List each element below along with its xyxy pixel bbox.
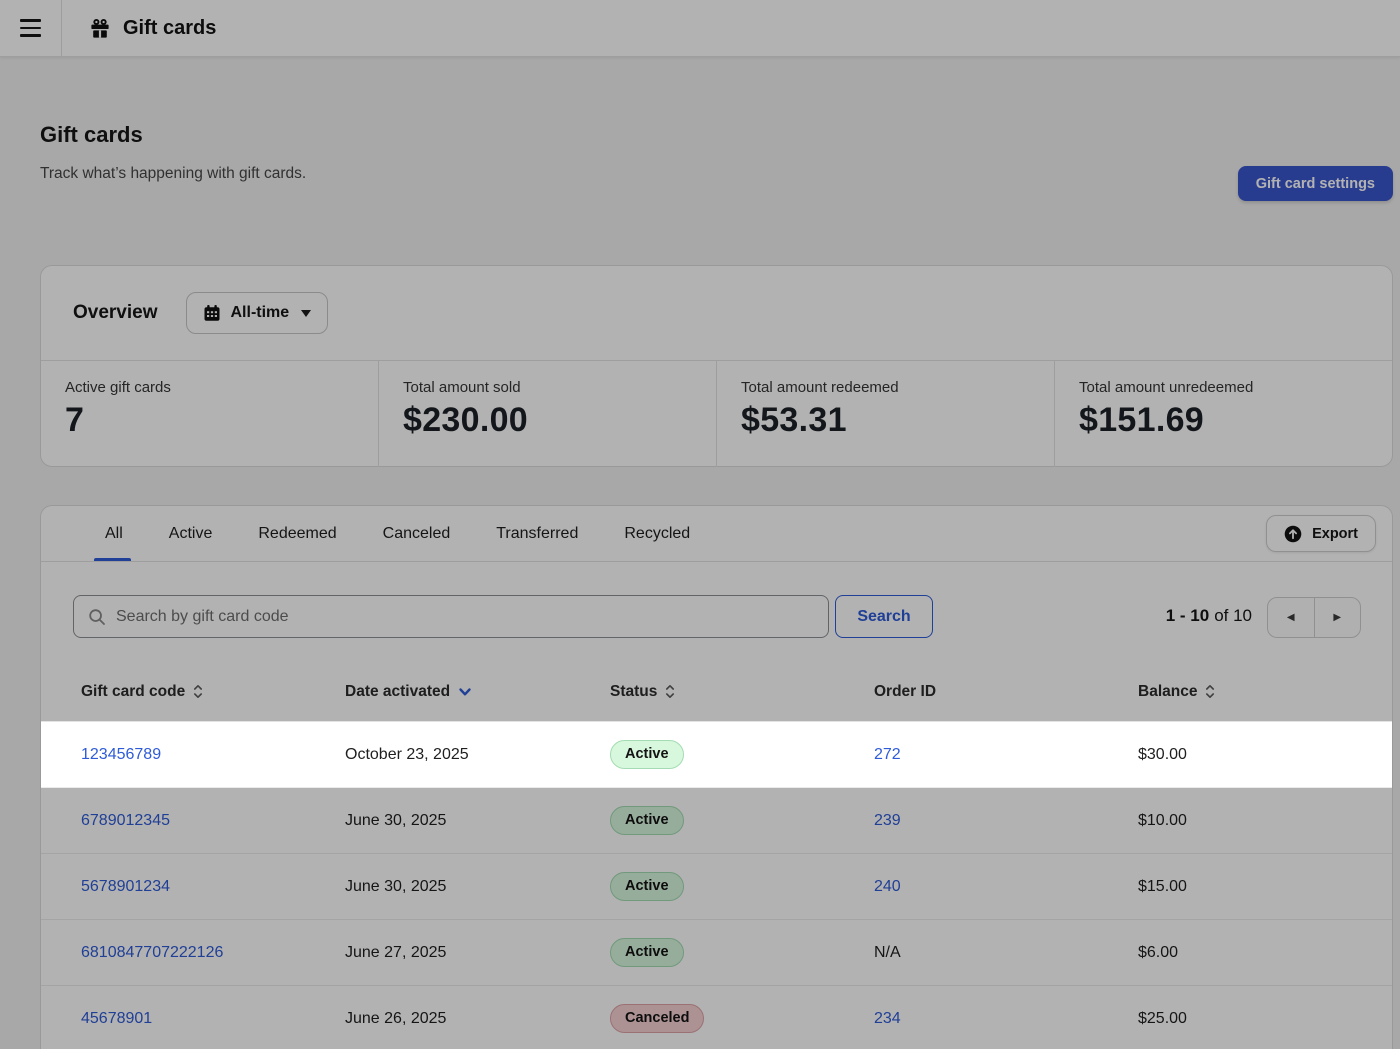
stat-active-gift-cards: Active gift cards 7 — [65, 379, 171, 439]
pagination-controls: ◀ ▶ — [1267, 597, 1361, 638]
gift-card-code-link[interactable]: 6810847707222126 — [81, 943, 224, 961]
gift-card-code-link[interactable]: 45678901 — [81, 1009, 153, 1027]
table-row: 6789012345 June 30, 2025 Active 239 $10.… — [41, 788, 1392, 854]
column-header-gift-card-code[interactable]: Gift card code — [81, 683, 345, 701]
topbar: Gift cards — [0, 0, 1400, 57]
table-row: 123456789 October 23, 2025 Active 272 $3… — [41, 722, 1392, 788]
table-row: 45678901 June 26, 2025 Canceled 234 $25.… — [41, 986, 1392, 1049]
sort-icon — [665, 683, 675, 700]
date-activated-cell: June 30, 2025 — [345, 877, 447, 895]
tab-all[interactable]: All — [94, 506, 131, 561]
order-id-link[interactable]: 239 — [874, 811, 901, 829]
page-subtitle: Track what’s happening with gift cards. — [40, 165, 307, 182]
date-activated-cell: June 30, 2025 — [345, 811, 447, 829]
date-range-label: All-time — [230, 304, 290, 321]
stat-total-amount-sold: Total amount sold $230.00 — [378, 361, 716, 467]
tab-recycled[interactable]: Recycled — [624, 524, 691, 542]
balance-cell: $25.00 — [1138, 1009, 1187, 1027]
search-input[interactable] — [116, 607, 814, 626]
gift-cards-table-card: All Active Redeemed Canceled Transferred… — [40, 505, 1393, 1049]
hamburger-icon — [20, 19, 41, 22]
calendar-icon — [203, 304, 221, 322]
balance-cell: $15.00 — [1138, 877, 1187, 895]
prev-arrow-icon: ◀ — [1286, 612, 1295, 623]
export-label: Export — [1312, 525, 1358, 542]
status-badge: Canceled — [610, 1004, 705, 1033]
tab-canceled[interactable]: Canceled — [382, 524, 451, 542]
search-box — [73, 595, 829, 638]
table-row: 5678901234 June 30, 2025 Active 240 $15.… — [41, 854, 1392, 920]
export-icon — [1284, 525, 1302, 543]
sort-icon — [193, 683, 203, 700]
stat-total-amount-redeemed: Total amount redeemed $53.31 — [716, 361, 1054, 467]
order-id-link[interactable]: 234 — [874, 1009, 901, 1027]
tab-active[interactable]: Active — [168, 524, 213, 542]
next-arrow-icon: ▶ — [1333, 612, 1342, 623]
balance-cell: $6.00 — [1138, 943, 1179, 961]
balance-cell: $30.00 — [1138, 745, 1187, 763]
balance-cell: $10.00 — [1138, 811, 1187, 829]
column-header-balance[interactable]: Balance — [1138, 683, 1368, 701]
table-body: 123456789 October 23, 2025 Active 272 $3… — [41, 722, 1392, 1049]
date-activated-cell: June 26, 2025 — [345, 1009, 447, 1027]
tab-redeemed[interactable]: Redeemed — [258, 524, 337, 542]
export-button[interactable]: Export — [1266, 515, 1376, 552]
status-badge: Active — [610, 938, 684, 967]
status-badge: Active — [610, 806, 684, 835]
order-id-link[interactable]: 240 — [874, 877, 901, 895]
column-header-status[interactable]: Status — [610, 683, 874, 701]
gift-card-settings-button[interactable]: Gift card settings — [1237, 166, 1393, 201]
next-page-button[interactable]: ▶ — [1315, 598, 1361, 637]
column-header-order-id[interactable]: Order ID — [874, 682, 937, 700]
gift-card-code-link[interactable]: 5678901234 — [81, 877, 170, 895]
topbar-title: Gift cards — [123, 16, 217, 39]
pagination-range: 1 - 10 of 10 — [1165, 606, 1252, 625]
table-header: Gift card code Date activated Status — [41, 662, 1392, 722]
page-title: Gift cards — [40, 122, 143, 147]
search-icon — [88, 608, 106, 626]
prev-page-button[interactable]: ◀ — [1268, 598, 1315, 637]
gift-card-code-link[interactable]: 123456789 — [81, 745, 162, 763]
column-header-date-activated[interactable]: Date activated — [345, 683, 610, 701]
overview-title: Overview — [73, 302, 158, 323]
sort-icon — [1205, 683, 1215, 700]
date-activated-cell: October 23, 2025 — [345, 745, 469, 763]
date-activated-cell: June 27, 2025 — [345, 943, 447, 961]
status-badge: Active — [610, 740, 684, 769]
stat-total-amount-unredeemed: Total amount unredeemed $151.69 — [1054, 361, 1392, 467]
gift-card-code-link[interactable]: 6789012345 — [81, 811, 170, 829]
tab-transferred[interactable]: Transferred — [496, 524, 579, 542]
status-badge: Active — [610, 872, 684, 901]
hamburger-menu-button[interactable] — [0, 0, 62, 56]
gift-icon — [90, 18, 110, 39]
date-range-button[interactable]: All-time — [185, 292, 329, 334]
chevron-down-icon — [301, 309, 312, 317]
overview-card: Overview All-time Active gift — [40, 265, 1393, 467]
sort-desc-icon — [458, 687, 472, 697]
tabs-row: All Active Redeemed Canceled Transferred… — [41, 506, 1392, 562]
order-id-link[interactable]: 272 — [874, 745, 901, 763]
order-id-link: N/A — [874, 943, 901, 961]
search-button[interactable]: Search — [835, 595, 933, 638]
table-row: 6810847707222126 June 27, 2025 Active N/… — [41, 920, 1392, 986]
